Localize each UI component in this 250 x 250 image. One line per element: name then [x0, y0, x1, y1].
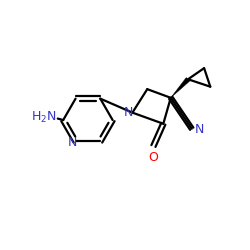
Text: N: N — [124, 106, 134, 119]
Text: N: N — [68, 136, 77, 149]
Text: H$_2$N: H$_2$N — [31, 110, 56, 125]
Text: N: N — [195, 124, 204, 136]
Polygon shape — [171, 78, 190, 98]
Text: O: O — [148, 151, 158, 164]
